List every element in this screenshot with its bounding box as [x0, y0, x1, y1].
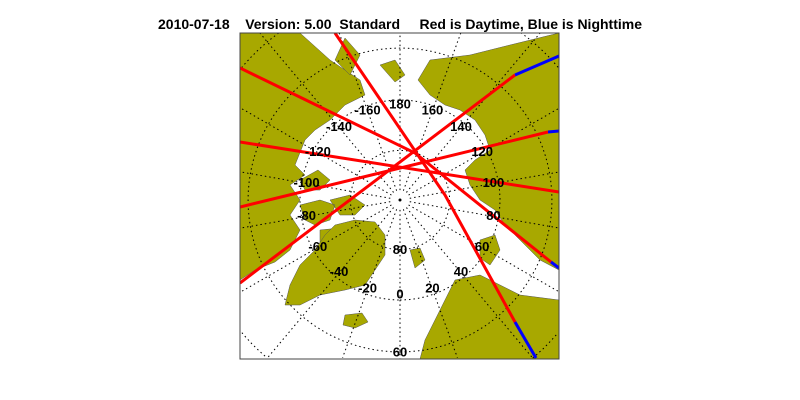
title-date: 2010-07-18: [158, 16, 230, 32]
longitude-label: 100: [483, 175, 505, 190]
longitude-label: -160: [355, 102, 381, 117]
longitude-label: 80: [486, 208, 500, 223]
longitude-label: -40: [330, 264, 349, 279]
graticule: [240, 33, 559, 359]
grid-labels: 0 20 40 60 80 100 120 140 160 180 -160-140 -120 -100…: [294, 97, 505, 359]
longitude-label: -20: [358, 281, 377, 296]
longitude-label: -60: [308, 239, 327, 254]
longitude-label: -120: [305, 144, 331, 159]
north-pole-marker: [398, 198, 402, 202]
meridian-line: [259, 33, 394, 193]
latitude-label: 80: [393, 242, 407, 257]
nighttime-track: [513, 321, 538, 359]
meridian-line: [406, 207, 534, 359]
meridian-line: [402, 209, 458, 358]
chart-title: 2010-07-18 Version: 5.00 Standard Red is…: [0, 16, 800, 32]
land-alaska-east-siberia: [334, 37, 406, 83]
meridian-line: [240, 204, 392, 293]
longitude-label: 40: [454, 264, 468, 279]
meridian-line: [342, 209, 398, 358]
longitude-label: 180: [389, 97, 411, 112]
longitude-label: 20: [425, 281, 439, 296]
title-version: Version: 5.00: [245, 16, 332, 32]
land-iceland: [342, 312, 369, 329]
meridian-line: [408, 204, 559, 292]
longitude-label: -140: [326, 119, 352, 134]
title-mode: Standard: [339, 16, 401, 32]
land-greenland: [284, 219, 386, 306]
longitude-label: -80: [297, 208, 316, 223]
longitude-label: -100: [294, 175, 320, 190]
title-legend: Red is Daytime, Blue is Nighttime: [419, 16, 643, 32]
land-siberia: [417, 33, 559, 271]
meridian-line: [408, 108, 559, 196]
satellite-tracks: [240, 33, 559, 359]
latitude-label: 60: [393, 344, 407, 359]
land-north-america: [240, 33, 366, 281]
land-novaya-zemlya: [479, 234, 501, 266]
nighttime-track: [514, 54, 559, 77]
latitude-circle: [520, 33, 559, 68]
meridian-line: [406, 33, 541, 193]
daytime-track: [240, 130, 549, 209]
longitude-label: 140: [450, 119, 472, 134]
nighttime-track: [547, 129, 559, 134]
meridian-line: [240, 107, 392, 196]
meridian-line: [266, 207, 394, 359]
longitude-label: 120: [471, 144, 493, 159]
latitude-circle: [532, 332, 559, 359]
latitude-circle: [247, 47, 553, 353]
land-svalbard: [409, 247, 426, 269]
longitude-label: 0: [396, 286, 403, 301]
nighttime-track: [550, 260, 559, 270]
daytime-track: [240, 73, 516, 285]
longitude-label: 60: [475, 239, 489, 254]
latitude-circle: [241, 332, 268, 359]
daytime-track: [333, 33, 517, 323]
map-frame: [239, 32, 560, 360]
longitude-label: 160: [422, 102, 444, 117]
